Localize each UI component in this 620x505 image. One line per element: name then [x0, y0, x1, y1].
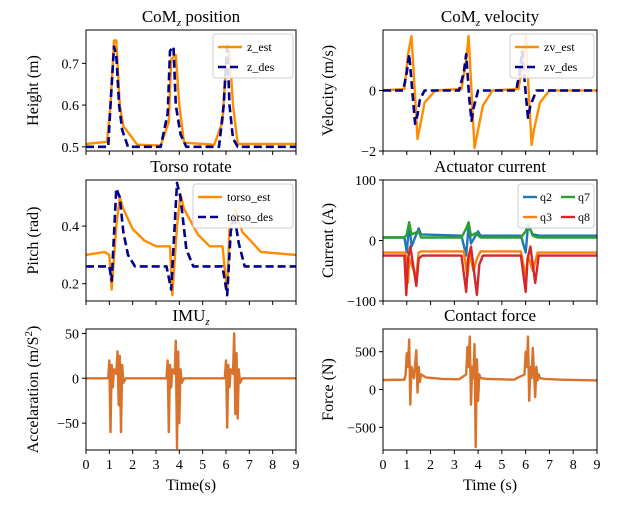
- actuator-current-legend-label-q3: q3: [540, 210, 552, 224]
- imu-y-tick-label: −50: [57, 417, 79, 432]
- contact-force-y-tick-label: 0: [369, 384, 376, 399]
- com-velocity-title-sub: z: [475, 17, 481, 29]
- com-velocity-title: CoMz velocity: [441, 7, 540, 29]
- torso-rotate-series-torso_est-line: [86, 193, 296, 297]
- actuator-current-legend-label-q2: q2: [540, 190, 552, 204]
- imu-plot-frame: [85, 328, 297, 451]
- com-position-title-main: CoM: [142, 7, 177, 26]
- contact-force-x-tick-label: 1: [403, 458, 410, 473]
- actuator-current-y-tick-label: 100: [355, 174, 376, 189]
- contact-force-x-tick-label: 8: [570, 458, 577, 473]
- com-position-y-tick-label: 0.5: [62, 141, 80, 156]
- torso-rotate-legend-label-torso_des: torso_des: [227, 210, 273, 224]
- imu-title: IMUz: [172, 306, 210, 328]
- torso-rotate-y-tick-label: 0.4: [62, 220, 80, 235]
- com-position-title: CoMz position: [142, 7, 241, 29]
- actuator-current-legend-label-q7: q7: [578, 190, 590, 204]
- contact-force-series-signal-line: [383, 335, 597, 449]
- imu-title-sub: z: [204, 316, 210, 328]
- actuator-current-title: Actuator current: [434, 157, 546, 176]
- panel-contact-force: Contact force 0 1 2 3 4 5 6 7 8 9 −500 0 500 Force (N)…: [320, 306, 601, 494]
- contact-force-x-tick-label: 3: [451, 458, 458, 473]
- contact-force-x-tick-label: 5: [498, 458, 505, 473]
- imu-x-tick-label: 7: [246, 458, 253, 473]
- com-position-legend-label-z_est: z_est: [247, 40, 272, 54]
- com-position-legend: z_est z_des: [212, 33, 294, 79]
- com-position-y-axis-label: Height (m): [25, 55, 42, 126]
- actuator-current-series-q8-line: [383, 245, 597, 297]
- contact-force-x-tick-label: 2: [427, 458, 434, 473]
- imu-y-tick-label: 50: [65, 327, 79, 342]
- contact-force-title: Contact force: [444, 306, 536, 325]
- contact-force-x-tick-label: 7: [546, 458, 553, 473]
- imu-x-tick-label: 1: [106, 458, 113, 473]
- imu-x-tick-label: 4: [176, 458, 183, 473]
- actuator-current-y-tick-label: 0: [369, 235, 376, 250]
- imu-x-tick-label: 0: [83, 458, 90, 473]
- contact-force-y-tick-label: −500: [347, 421, 376, 436]
- actuator-current-y-axis-label: Current (A): [320, 203, 337, 278]
- com-velocity-y-axis-label: Velocity (m/s): [320, 45, 337, 136]
- torso-rotate-plot-frame: [85, 179, 297, 302]
- com-velocity-y-tick-label: −2: [361, 145, 376, 160]
- imu-series-signal-line: [86, 332, 296, 450]
- actuator-current-legend-label-q8: q8: [578, 210, 590, 224]
- com-position-legend-label-z_des: z_des: [247, 60, 275, 74]
- torso-rotate-legend: torso_est torso_des: [192, 183, 294, 229]
- imu-title-main: IMU: [172, 306, 205, 325]
- actuator-current-legend: q2 q3 q7 q8: [517, 183, 595, 229]
- com-position-title-rest: position: [181, 7, 241, 26]
- imu-x-tick-label: 3: [153, 458, 160, 473]
- imu-y-axis-label-main: Accelaration (m/S: [25, 336, 42, 453]
- com-velocity-title-rest: velocity: [480, 7, 540, 26]
- imu-x-tick-label: 8: [269, 458, 276, 473]
- actuator-current-y-tick-label: −100: [347, 295, 376, 310]
- com-position-y-tick-label: 0.7: [62, 57, 80, 72]
- torso-rotate-legend-label-torso_est: torso_est: [227, 190, 271, 204]
- contact-force-x-tick-label: 0: [380, 458, 387, 473]
- contact-force-y-axis-label: Force (N): [320, 358, 337, 421]
- torso-rotate-y-axis-label: Pitch (rad): [25, 207, 42, 275]
- contact-force-plot-frame: [382, 328, 598, 451]
- com-velocity-legend-label-zv_est: zv_est: [544, 40, 575, 54]
- imu-y-tick-label: 0: [72, 372, 79, 387]
- imu-x-axis-label: Time(s): [166, 477, 216, 494]
- imu-x-tick-label: 9: [293, 458, 300, 473]
- com-velocity-legend: zv_est zv_des: [509, 33, 595, 79]
- contact-force-x-tick-label: 9: [594, 458, 601, 473]
- com-position-title-sub: z: [176, 17, 182, 29]
- com-velocity-series-zv_des-line: [383, 49, 597, 126]
- imu-x-tick-label: 5: [199, 458, 206, 473]
- imu-y-axis-label: Accelaration (m/S2): [23, 326, 42, 454]
- torso-rotate-y-tick-label: 0.2: [62, 278, 80, 293]
- torso-rotate-title: Torso rotate: [150, 157, 231, 176]
- imu-y-axis-label-rest: ): [25, 326, 42, 331]
- com-velocity-title-main: CoM: [441, 7, 476, 26]
- contact-force-x-axis-label: Time (s): [463, 477, 517, 494]
- panel-com-position: CoMz position 0.5 0.6 0.7 Height (m) z_est z_d…: [25, 7, 297, 156]
- com-velocity-y-tick-label: 0: [369, 85, 376, 100]
- panel-com-velocity: CoMz velocity −2 0 Velocity (m/s) zv_est zv_d…: [320, 7, 598, 160]
- imu-x-tick-label: 6: [223, 458, 230, 473]
- imu-x-tick-label: 2: [129, 458, 136, 473]
- com-velocity-legend-label-zv_des: zv_des: [544, 60, 578, 74]
- imu-y-axis-label-sup: 2: [23, 331, 35, 337]
- contact-force-x-tick-label: 4: [475, 458, 482, 473]
- com-position-y-tick-label: 0.6: [62, 99, 80, 114]
- contact-force-y-tick-label: 500: [355, 346, 376, 361]
- com-position-plot-frame: [85, 29, 297, 152]
- contact-force-x-tick-label: 6: [522, 458, 529, 473]
